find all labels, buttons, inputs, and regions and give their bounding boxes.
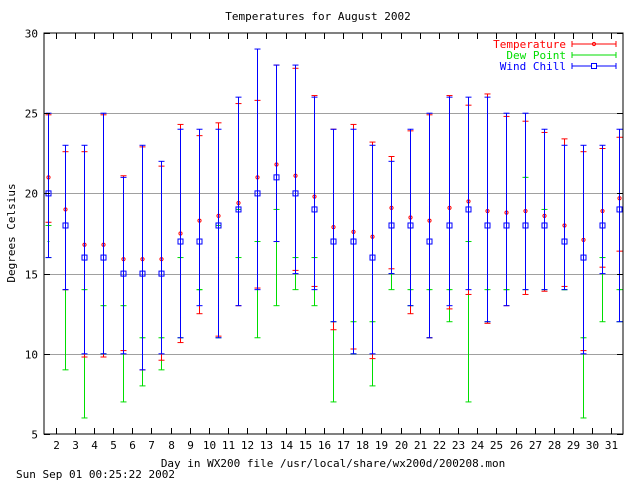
y-tick-label: 5 xyxy=(31,429,38,442)
x-tick-label: 20 xyxy=(395,439,408,452)
plot-frame xyxy=(43,32,624,435)
legend-marker xyxy=(591,41,597,47)
x-tick-label: 29 xyxy=(567,439,580,452)
x-tick-label: 10 xyxy=(203,439,216,452)
x-tick-label: 5 xyxy=(110,439,117,452)
x-tick-label: 7 xyxy=(148,439,155,452)
x-tick-label: 18 xyxy=(356,439,369,452)
series-wind-chill xyxy=(45,48,623,371)
data-point xyxy=(616,206,623,213)
data-point xyxy=(62,222,69,229)
y-tick-label: 25 xyxy=(25,108,38,121)
x-tick-label: 12 xyxy=(241,439,254,452)
data-point xyxy=(541,222,548,229)
x-tick-label: 16 xyxy=(318,439,331,452)
x-tick-label: 25 xyxy=(490,439,503,452)
x-tick-label: 6 xyxy=(129,439,136,452)
data-point xyxy=(177,238,184,245)
x-tick-label: 21 xyxy=(414,439,427,452)
x-tick-label: 28 xyxy=(548,439,561,452)
data-point xyxy=(196,238,203,245)
chart-title: Temperatures for August 2002 xyxy=(225,10,410,23)
data-point xyxy=(100,254,107,261)
x-tick-label: 14 xyxy=(280,439,294,452)
data-point xyxy=(215,222,222,229)
data-point xyxy=(484,222,491,229)
x-tick-label: 3 xyxy=(72,439,79,452)
x-tick-label: 15 xyxy=(299,439,312,452)
x-tick-label: 31 xyxy=(605,439,618,452)
y-tick-label: 10 xyxy=(25,349,38,362)
data-point xyxy=(158,270,165,277)
data-point xyxy=(522,222,529,229)
x-tick-label: 13 xyxy=(260,439,273,452)
y-tick-label: 20 xyxy=(25,188,38,201)
x-tick-label: 24 xyxy=(471,439,485,452)
x-tick-label: 2 xyxy=(53,439,60,452)
x-tick-label: 8 xyxy=(168,439,175,452)
data-point xyxy=(407,222,414,229)
legend-label: Temperature xyxy=(493,38,566,51)
legend-label: Wind Chill xyxy=(500,60,566,73)
x-tick-label: 4 xyxy=(91,439,98,452)
data-point xyxy=(561,238,568,245)
data-point xyxy=(81,254,88,261)
x-axis-ticks: 2 3 4 5 6 7 8 9 10 11 12 13 14 15 16 17 18 19 20 21 22 23 24 25… xyxy=(53,33,618,452)
data-point xyxy=(350,238,357,245)
data-point xyxy=(120,270,127,277)
x-tick-label: 17 xyxy=(337,439,350,452)
data-point xyxy=(235,206,242,213)
y-axis-label: Degrees Celsius xyxy=(5,183,18,282)
data-point xyxy=(254,190,261,197)
x-tick-label: 23 xyxy=(452,439,465,452)
x-tick-label: 27 xyxy=(529,439,542,452)
x-tick-label: 26 xyxy=(510,439,523,452)
legend-marker xyxy=(591,63,597,69)
data-point xyxy=(292,190,299,197)
data-point xyxy=(388,222,395,229)
data-point xyxy=(311,206,318,213)
data-point xyxy=(369,254,376,261)
data-point xyxy=(503,222,510,229)
x-tick-label: 30 xyxy=(586,439,599,452)
x-axis-label: Day in WX200 file /usr/local/share/wx200… xyxy=(161,457,505,470)
data-point xyxy=(580,254,587,261)
series-layer xyxy=(45,48,623,419)
x-tick-label: 9 xyxy=(187,439,194,452)
data-point xyxy=(446,222,453,229)
x-tick-label: 22 xyxy=(433,439,446,452)
data-point xyxy=(273,174,280,181)
timestamp-footer: Sun Sep 01 00:25:22 2002 xyxy=(16,468,175,480)
data-point xyxy=(330,238,337,245)
y-tick-label: 15 xyxy=(25,269,38,282)
data-point xyxy=(599,222,606,229)
y-tick-label: 30 xyxy=(25,28,38,41)
y-axis-ticks: 5 10 15 20 25 30 xyxy=(25,28,623,442)
data-point xyxy=(465,206,472,213)
x-tick-label: 11 xyxy=(222,439,235,452)
x-tick-label: 19 xyxy=(375,439,388,452)
data-point xyxy=(426,238,433,245)
legend-label: Dew Point xyxy=(506,49,566,62)
data-point xyxy=(139,270,146,277)
